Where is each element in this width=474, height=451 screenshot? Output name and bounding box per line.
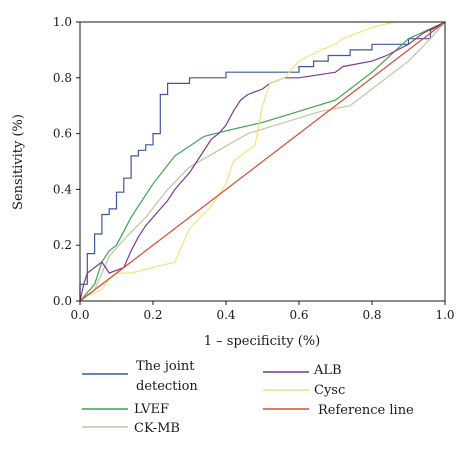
legend-item-reference-line: Reference line — [263, 403, 414, 418]
y-tick-label: 0.4 — [53, 182, 72, 196]
series-line-cysc — [79, 21, 445, 302]
x-tick-label: 1.0 — [435, 308, 454, 322]
legend-item-ck-mb: CK-MB — [82, 421, 180, 436]
legend-label: Cysc — [314, 383, 345, 398]
legend-label: detection — [136, 379, 198, 394]
x-tick-label: 0.8 — [362, 308, 381, 322]
legend-label: Reference line — [318, 403, 414, 418]
legend-item-the-joint-detection: The joint detection — [82, 359, 198, 394]
legend-item-alb: ALB — [263, 363, 342, 378]
series-line-alb — [79, 21, 446, 302]
x-tick-label: 0.0 — [70, 308, 89, 322]
x-tick-label: 0.2 — [143, 308, 162, 322]
y-tick-label: 0.0 — [53, 294, 72, 308]
plot-frame — [79, 21, 446, 302]
legend-label: LVEF — [134, 402, 169, 417]
x-axis-title: 1 – specificity (%) — [204, 334, 320, 349]
y-axis-title: Sensitivity (%) — [11, 114, 26, 210]
legend-label: ALB — [313, 363, 342, 378]
y-tick-label: 0.8 — [53, 71, 72, 85]
x-tick-label: 0.4 — [216, 308, 235, 322]
series-line-lvef — [79, 21, 446, 302]
y-axis-ticks: 0.0 0.2 0.4 0.6 0.8 1.0 — [53, 15, 80, 308]
series-line-reference-line — [79, 21, 446, 302]
x-axis-ticks: 0.0 0.2 0.4 0.6 0.8 1.0 — [70, 301, 455, 322]
series-line-ck-mb — [79, 21, 446, 302]
legend-label: CK-MB — [134, 421, 180, 436]
legend-item-lvef: LVEF — [82, 402, 169, 417]
y-tick-label: 0.2 — [53, 238, 72, 252]
x-tick-label: 0.6 — [289, 308, 308, 322]
legend-item-cysc: Cysc — [263, 383, 345, 398]
y-tick-label: 1.0 — [53, 15, 72, 29]
y-tick-label: 0.6 — [53, 127, 72, 141]
series-line-the-joint-detection — [79, 21, 446, 301]
legend-label: The joint — [136, 359, 195, 374]
plot-lines — [79, 21, 446, 302]
legend: The joint detection LVEF CK-MB ALB Cysc Refere… — [82, 359, 414, 436]
